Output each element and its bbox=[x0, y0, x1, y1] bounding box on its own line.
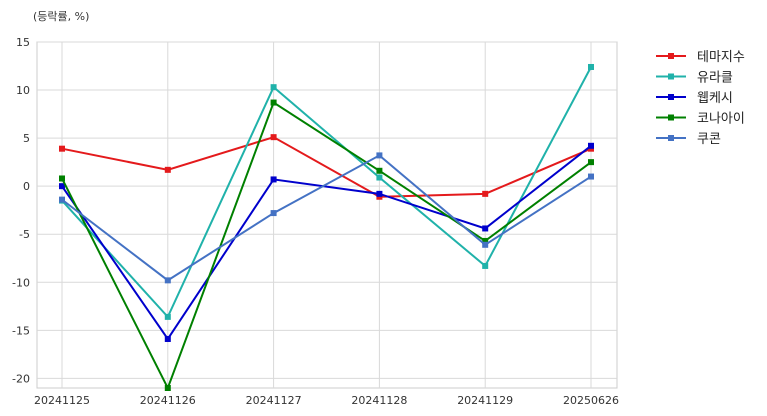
data-point bbox=[376, 152, 383, 159]
legend-label: 코나아이 bbox=[697, 112, 745, 127]
data-point bbox=[59, 196, 65, 203]
x-tick-label: 20250626 bbox=[563, 394, 619, 407]
data-point bbox=[588, 142, 594, 149]
data-point bbox=[376, 174, 383, 181]
legend-swatch-marker bbox=[668, 53, 674, 59]
legend-swatch-marker bbox=[668, 135, 674, 141]
y-tick-label: 10 bbox=[16, 84, 30, 97]
data-point bbox=[59, 175, 65, 182]
x-tick-label: 20241128 bbox=[351, 394, 407, 407]
series-line bbox=[61, 101, 592, 391]
series-line bbox=[61, 154, 592, 282]
y-tick-label: 15 bbox=[16, 36, 30, 49]
series-line bbox=[61, 66, 592, 319]
x-axis: 20241125 20241126 20241127 20241128 20241129… bbox=[34, 394, 619, 407]
y-axis: 15 10 5 0 -5 -10 -15 -20 bbox=[12, 36, 30, 385]
data-point bbox=[376, 167, 383, 174]
y-tick-label: -10 bbox=[12, 276, 30, 289]
series-line bbox=[61, 145, 592, 341]
data-point bbox=[588, 63, 594, 70]
data-point bbox=[482, 190, 489, 197]
legend-label: 테마지수 bbox=[697, 50, 745, 65]
x-tick-label: 20241129 bbox=[457, 394, 513, 407]
data-point bbox=[164, 313, 171, 320]
grid bbox=[36, 41, 618, 389]
series-lines bbox=[59, 63, 594, 391]
data-point bbox=[164, 385, 171, 391]
x-tick-label: 20241127 bbox=[246, 394, 302, 407]
legend-swatch-marker bbox=[668, 114, 674, 121]
y-tick-label: 0 bbox=[23, 180, 30, 193]
data-point bbox=[482, 262, 489, 269]
legend-label: 유라클 bbox=[697, 71, 733, 86]
data-point bbox=[482, 225, 489, 232]
x-tick-label: 20241126 bbox=[140, 394, 196, 407]
unit-label: (등락률, %) bbox=[33, 10, 89, 23]
data-point bbox=[588, 159, 594, 166]
data-point bbox=[270, 210, 277, 217]
data-point bbox=[164, 335, 171, 342]
series-line bbox=[61, 136, 592, 198]
data-point bbox=[59, 183, 65, 190]
data-point bbox=[164, 277, 171, 284]
y-tick-label: -5 bbox=[19, 228, 30, 241]
legend-swatch-marker bbox=[668, 73, 674, 80]
data-point bbox=[164, 166, 171, 173]
data-point bbox=[270, 134, 277, 141]
legend-label: 웹케시 bbox=[697, 91, 733, 106]
legend-label: 쿠콘 bbox=[697, 132, 721, 147]
data-point bbox=[482, 237, 489, 244]
y-tick-label: 5 bbox=[23, 132, 30, 145]
data-point bbox=[482, 241, 489, 248]
data-point bbox=[588, 173, 594, 180]
data-point bbox=[59, 145, 65, 152]
data-point bbox=[376, 190, 383, 197]
y-tick-label: -20 bbox=[12, 372, 30, 385]
y-tick-label: -15 bbox=[12, 324, 30, 337]
data-point bbox=[270, 99, 277, 106]
data-point bbox=[270, 176, 277, 183]
x-tick-label: 20241125 bbox=[34, 394, 90, 407]
data-point bbox=[270, 84, 277, 91]
legend-swatch-marker bbox=[668, 94, 674, 100]
